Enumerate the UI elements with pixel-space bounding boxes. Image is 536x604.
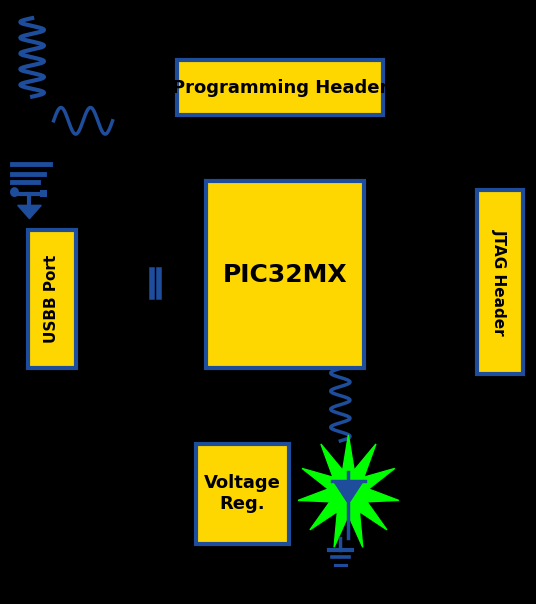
Polygon shape (18, 205, 41, 219)
FancyBboxPatch shape (196, 444, 289, 544)
FancyBboxPatch shape (28, 230, 76, 368)
Polygon shape (298, 435, 399, 547)
FancyBboxPatch shape (40, 190, 47, 197)
Circle shape (11, 188, 18, 196)
Text: JTAG Header: JTAG Header (493, 229, 507, 336)
Text: PIC32MX: PIC32MX (223, 263, 348, 287)
Text: USBB Port: USBB Port (44, 255, 59, 343)
FancyBboxPatch shape (477, 190, 523, 374)
Text: Programming Header: Programming Header (172, 79, 388, 97)
Polygon shape (333, 481, 363, 504)
Text: Voltage
Reg.: Voltage Reg. (204, 474, 281, 513)
FancyBboxPatch shape (206, 181, 364, 368)
FancyBboxPatch shape (177, 60, 383, 115)
